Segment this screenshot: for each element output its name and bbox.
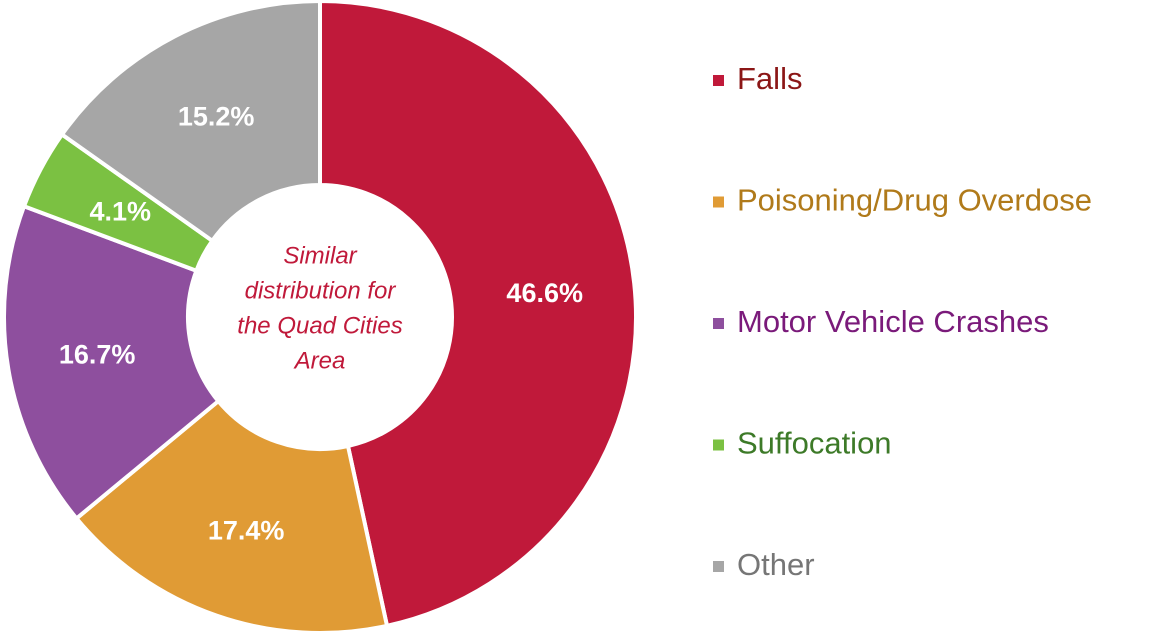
center-annotation: Area xyxy=(293,347,346,374)
legend-label: Poisoning/Drug Overdose xyxy=(737,183,1092,218)
legend-label: Falls xyxy=(737,61,802,96)
center-annotation: the Quad Cities xyxy=(237,312,402,339)
legend-label: Suffocation xyxy=(737,426,892,461)
data-label: 46.6% xyxy=(506,278,583,308)
data-label: 16.7% xyxy=(59,340,136,370)
slice xyxy=(318,0,638,629)
center-annotation: Similar xyxy=(283,242,357,269)
legend-swatch xyxy=(713,439,724,451)
data-label: 15.2% xyxy=(178,101,255,131)
legend-swatch xyxy=(713,318,724,329)
legend-swatch xyxy=(713,561,724,572)
data-label: 17.4% xyxy=(208,516,285,546)
legend-swatch xyxy=(713,75,724,86)
slice xyxy=(59,0,322,244)
legend-swatch xyxy=(713,196,724,208)
data-label: 4.1% xyxy=(89,196,151,226)
center-annotation: distribution for xyxy=(245,277,397,304)
slice xyxy=(73,398,390,635)
slice xyxy=(2,203,222,522)
legend-label: Other xyxy=(737,547,815,582)
legend-label: Motor Vehicle Crashes xyxy=(737,304,1049,339)
